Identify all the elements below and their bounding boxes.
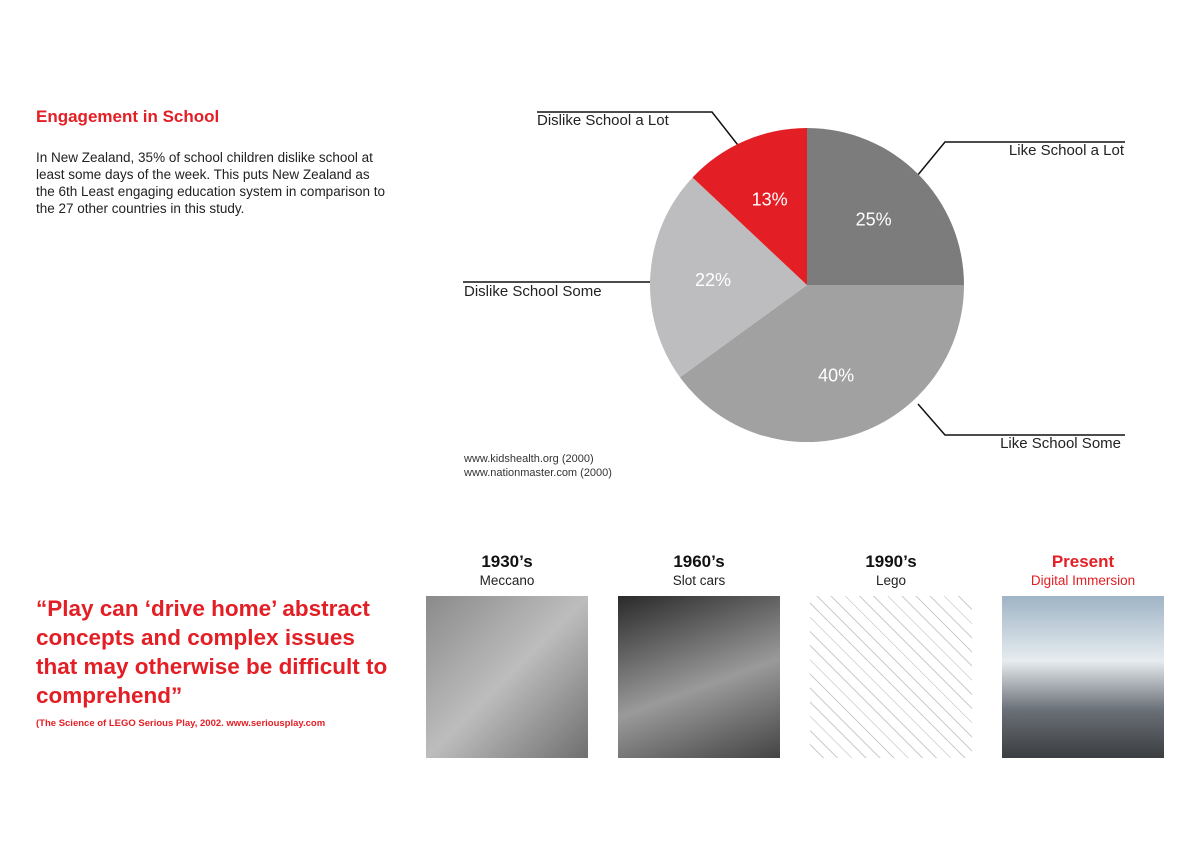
- value-label: 22%: [695, 270, 731, 290]
- timeline-item: 1960’s Slot cars: [618, 552, 780, 758]
- timeline-item: 1930’s Meccano: [426, 552, 588, 758]
- image: [618, 596, 780, 758]
- leader-line: [537, 111, 742, 150]
- citation: (The Science of LEGO Serious Play, 2002.…: [36, 718, 326, 729]
- legend-label: Like School a Lot: [1009, 142, 1125, 159]
- timeline-item: Present Digital Immersion: [1002, 552, 1164, 758]
- source: www.nationmaster.com (2000): [464, 467, 612, 479]
- pie-chart: 25% Like School a Lot 40% Like School Some 2…: [463, 111, 1125, 452]
- timeline-item: 1990’s Lego: [810, 552, 972, 758]
- leader-line: [917, 403, 1125, 436]
- era: Present: [1051, 552, 1115, 571]
- legend-label: Like School Some: [1000, 435, 1121, 452]
- era: 1990’s: [865, 552, 917, 571]
- pie-slice: [692, 128, 807, 285]
- legend-label: Dislike School a Lot: [537, 112, 670, 129]
- era: 1960’s: [673, 552, 725, 571]
- era-label: Meccano: [479, 573, 535, 588]
- sources: www.kidshealth.org (2000) www.nationmast…: [464, 452, 612, 480]
- value-label: 25%: [856, 209, 892, 229]
- image: [426, 596, 588, 758]
- legend-label: Dislike School Some: [464, 283, 602, 300]
- image: [1002, 596, 1164, 758]
- pie-slice: [807, 128, 964, 285]
- era-label: Lego: [875, 573, 907, 588]
- source: www.kidshealth.org (2000): [464, 453, 594, 465]
- image: [810, 596, 972, 758]
- quote: “Play can ‘drive home’ abstract concepts…: [36, 596, 388, 708]
- leader-line: [916, 141, 1125, 177]
- value-label: 13%: [752, 190, 788, 210]
- intro-text: In New Zealand, 35% of school children d…: [36, 150, 385, 216]
- era-label: Digital Immersion: [1030, 573, 1136, 588]
- era: 1930’s: [481, 552, 533, 571]
- pie-slice: [679, 285, 965, 443]
- value-label: 40%: [818, 366, 854, 386]
- era-label: Slot cars: [672, 573, 726, 588]
- pie-slice: [650, 177, 807, 378]
- heading: Engagement in School: [36, 107, 220, 126]
